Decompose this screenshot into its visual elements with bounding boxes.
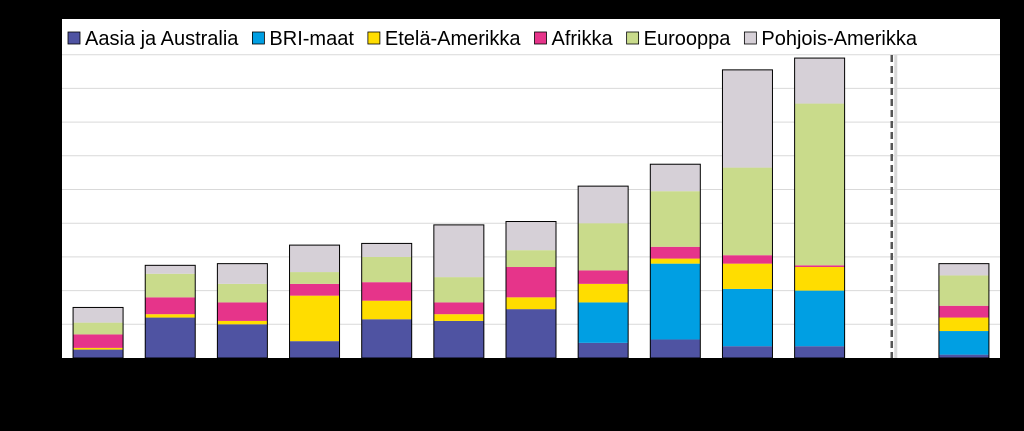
legend-swatch — [534, 31, 547, 45]
bar-segment — [938, 331, 989, 355]
legend: Aasia ja Australia BRI-maat Etelä-Amerikka… — [67, 28, 918, 50]
bar-stack — [649, 163, 701, 359]
bar-segment — [289, 272, 340, 284]
bar-segment — [938, 263, 989, 276]
legend-swatch — [252, 31, 265, 45]
bar-stack — [216, 263, 268, 359]
bar-stack — [721, 69, 773, 359]
bar-stack — [794, 57, 846, 359]
legend-item: Eurooppa — [626, 28, 732, 50]
bar-segment — [361, 300, 412, 320]
bar-segment — [145, 273, 196, 298]
bar-segment — [217, 324, 268, 358]
divider-layer — [890, 55, 898, 358]
bar-segment — [650, 339, 701, 358]
bar-segment — [217, 302, 268, 321]
bar-segment — [794, 290, 845, 347]
bar-segment — [794, 346, 845, 358]
legend-item: Aasia ja Australia — [67, 28, 239, 50]
bar-segment — [217, 283, 268, 303]
legend-item: Pohjois-Amerikka — [743, 28, 918, 50]
bar-segment — [938, 275, 989, 306]
bar-segment — [794, 58, 845, 104]
legend-label: Eurooppa — [644, 28, 732, 50]
bar-segment — [578, 302, 629, 343]
bar-segment — [145, 317, 196, 358]
bar-stack — [289, 244, 341, 359]
bar-segment — [289, 245, 340, 273]
bar-segment — [578, 270, 629, 284]
bar-segment — [506, 221, 556, 251]
legend-label: Aasia ja Australia — [85, 28, 239, 50]
bar-segment — [289, 341, 340, 358]
legend-item: BRI-maat — [252, 28, 354, 50]
bar-stack — [938, 263, 990, 359]
bar-segment — [794, 265, 845, 268]
bar-stack — [72, 306, 124, 359]
bar-segment — [506, 250, 556, 268]
bar-segment — [650, 191, 701, 247]
bar-segment — [578, 186, 629, 224]
bar-segment — [145, 297, 196, 315]
bar-segment — [722, 255, 773, 264]
bar-segment — [794, 267, 845, 291]
bar-segment — [433, 314, 484, 321]
bar-segment — [289, 283, 340, 296]
bar-segment — [506, 309, 556, 358]
bar-stack — [144, 264, 196, 359]
bar-segment — [217, 263, 268, 284]
bar-segment — [73, 334, 124, 348]
bar-segment — [650, 164, 701, 192]
bar-segment — [578, 342, 629, 358]
bar-segment — [361, 319, 412, 358]
bar-segment — [73, 307, 124, 323]
bar-segment — [938, 305, 989, 318]
bar-segment — [794, 103, 845, 266]
bar-segment — [722, 346, 773, 358]
bar-segment — [361, 243, 412, 257]
legend-label: Afrikka — [552, 28, 614, 50]
legend-item: Etelä-Amerikka — [367, 28, 521, 50]
bar-segment — [289, 295, 340, 342]
bar-segment — [361, 256, 412, 283]
bar-segment — [938, 317, 989, 332]
bar-segment — [433, 302, 484, 315]
bar-segment — [506, 267, 556, 298]
legend-swatch — [743, 31, 757, 45]
bar-segment — [578, 223, 629, 271]
bar-segment — [722, 288, 773, 347]
bar-segment — [217, 320, 268, 325]
bar-segment — [73, 349, 124, 358]
legend-swatch — [626, 31, 640, 45]
bar-segment — [433, 277, 484, 303]
legend-item: Afrikka — [534, 28, 614, 50]
bar-segment — [433, 320, 484, 358]
bar-segment — [361, 282, 412, 301]
bar-stack — [361, 242, 413, 359]
bar-stack — [577, 185, 629, 359]
bar-segment — [722, 263, 773, 289]
legend-label: Etelä-Amerikka — [385, 28, 521, 50]
legend-label: BRI-maat — [269, 28, 354, 50]
bar-segment — [650, 263, 701, 340]
legend-label: Pohjois-Amerikka — [761, 28, 917, 50]
bar-segment — [145, 314, 196, 318]
bar-stack — [433, 224, 485, 359]
bar-segment — [578, 283, 629, 303]
bar-segment — [722, 69, 773, 168]
bar-segment — [650, 258, 701, 264]
bars — [72, 57, 990, 359]
bar-segment — [650, 246, 701, 259]
bar-stack — [505, 221, 557, 359]
bar-segment — [938, 354, 989, 358]
bar-segment — [73, 322, 124, 335]
bar-segment — [145, 265, 196, 274]
bar-segment — [722, 167, 773, 256]
legend-swatch — [367, 31, 381, 45]
bar-segment — [506, 297, 556, 310]
legend-swatch — [67, 31, 81, 45]
bar-segment — [433, 224, 484, 278]
bar-segment — [73, 347, 124, 350]
